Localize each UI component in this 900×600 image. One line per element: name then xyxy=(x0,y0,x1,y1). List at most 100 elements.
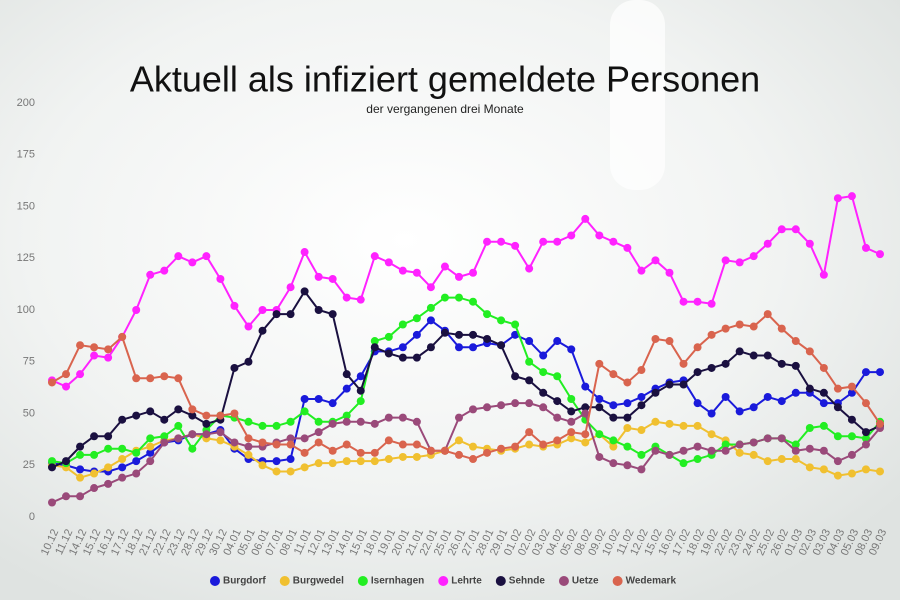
legend-label: Uetze xyxy=(572,576,599,587)
data-point xyxy=(833,471,842,480)
data-point xyxy=(595,359,604,368)
data-point xyxy=(679,359,688,368)
y-tick-label: 200 xyxy=(17,97,35,109)
data-point xyxy=(876,368,884,377)
data-point xyxy=(286,310,295,319)
data-point xyxy=(272,467,281,476)
data-point xyxy=(342,457,351,466)
data-point xyxy=(469,268,478,277)
data-point xyxy=(48,378,56,387)
legend-marker xyxy=(558,576,569,586)
data-point xyxy=(90,469,99,478)
data-point xyxy=(539,388,548,397)
data-point xyxy=(679,297,688,306)
data-point xyxy=(833,403,842,412)
data-point xyxy=(861,465,870,474)
data-point xyxy=(525,440,534,449)
data-point xyxy=(76,492,85,501)
data-point xyxy=(525,376,534,385)
data-point xyxy=(553,436,562,445)
data-point xyxy=(469,343,478,352)
data-point xyxy=(118,332,127,341)
data-point xyxy=(567,395,576,404)
data-point xyxy=(637,465,646,474)
data-point xyxy=(454,330,463,339)
data-point xyxy=(553,372,562,381)
data-point xyxy=(847,450,856,459)
data-point xyxy=(805,384,814,393)
data-point xyxy=(188,258,197,267)
data-point xyxy=(384,413,393,422)
data-point xyxy=(469,455,478,464)
data-point xyxy=(146,270,155,279)
data-point xyxy=(553,237,562,246)
data-point xyxy=(132,411,141,420)
data-point xyxy=(511,372,520,381)
data-point xyxy=(440,446,449,455)
data-point xyxy=(132,374,141,383)
data-point xyxy=(76,465,85,474)
data-point xyxy=(483,334,492,343)
data-point xyxy=(876,250,884,259)
legend-label: Wedemark xyxy=(626,576,677,587)
data-point xyxy=(398,320,407,329)
data-point xyxy=(48,457,56,466)
data-point xyxy=(876,419,884,428)
data-point xyxy=(146,448,155,457)
data-point xyxy=(861,399,870,408)
data-point xyxy=(216,411,225,420)
data-point xyxy=(300,463,309,472)
data-point xyxy=(483,448,492,457)
data-point xyxy=(426,283,435,292)
data-point xyxy=(637,366,646,375)
data-point xyxy=(581,403,590,412)
data-point xyxy=(651,256,660,265)
data-point xyxy=(805,463,814,472)
data-point xyxy=(749,438,758,447)
data-point xyxy=(384,258,393,267)
data-point xyxy=(637,266,646,275)
data-point xyxy=(62,492,71,501)
chart-title: Aktuell als infiziert gemeldete Personen xyxy=(130,59,760,100)
data-point xyxy=(454,343,463,352)
data-point xyxy=(314,272,323,281)
data-point xyxy=(721,359,730,368)
data-point xyxy=(525,428,534,437)
data-point xyxy=(370,457,379,466)
data-point xyxy=(735,407,744,416)
data-point xyxy=(693,442,702,451)
data-point xyxy=(342,384,351,393)
data-point xyxy=(104,444,113,453)
data-point xyxy=(847,469,856,478)
data-point xyxy=(454,450,463,459)
data-point xyxy=(539,368,548,377)
data-point xyxy=(174,252,183,261)
data-point xyxy=(118,444,127,453)
data-point xyxy=(48,463,56,472)
data-point xyxy=(258,461,267,470)
data-point xyxy=(328,446,337,455)
data-point xyxy=(469,297,478,306)
data-point xyxy=(693,297,702,306)
data-point xyxy=(440,262,449,271)
data-point xyxy=(384,436,393,445)
data-point xyxy=(763,239,772,248)
data-point xyxy=(174,405,183,414)
data-point xyxy=(721,446,730,455)
data-point xyxy=(553,397,562,406)
data-point xyxy=(735,258,744,267)
data-point xyxy=(693,399,702,408)
data-point xyxy=(539,403,548,412)
data-point xyxy=(721,440,730,449)
legend-marker xyxy=(279,576,290,586)
data-point xyxy=(314,306,323,314)
data-point xyxy=(469,442,478,451)
data-point xyxy=(314,428,323,437)
data-point xyxy=(426,343,435,352)
data-point xyxy=(819,421,828,430)
data-point xyxy=(595,231,604,240)
data-point xyxy=(412,353,421,362)
data-point xyxy=(454,293,463,302)
